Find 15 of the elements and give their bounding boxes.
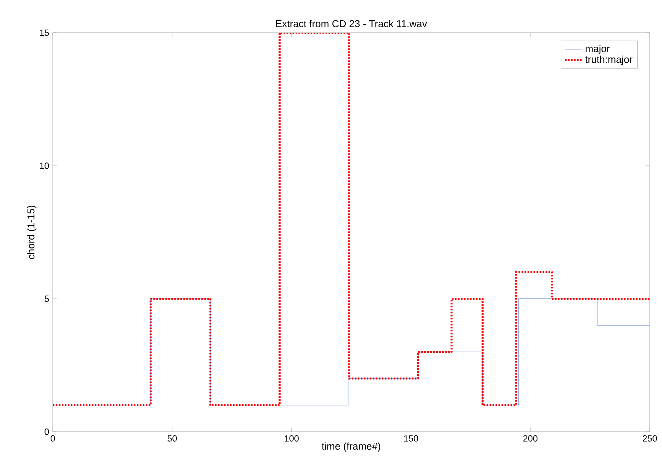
y-tick-label: 10	[40, 162, 50, 170]
x-tick-label: 100	[285, 436, 299, 442]
y-tick-label: 0	[44, 428, 50, 436]
x-tick-label: 200	[524, 436, 538, 442]
x-axis-title: time (frame#)	[322, 442, 380, 452]
x-tick-label: 250	[642, 436, 658, 442]
legend-label: truth:major	[585, 56, 633, 66]
x-tick-label: 0	[50, 436, 56, 442]
chart-title: Extract from CD 23 - Track 11.wav	[276, 20, 428, 28]
legend-label: major	[586, 45, 610, 54]
x-tick-label: 150	[404, 436, 418, 442]
x-tick-label: 50	[168, 436, 178, 442]
y-tick-label: 15	[40, 30, 50, 36]
y-tick-label: 5	[44, 296, 50, 302]
y-axis-title: chord (1-15)	[27, 206, 37, 260]
